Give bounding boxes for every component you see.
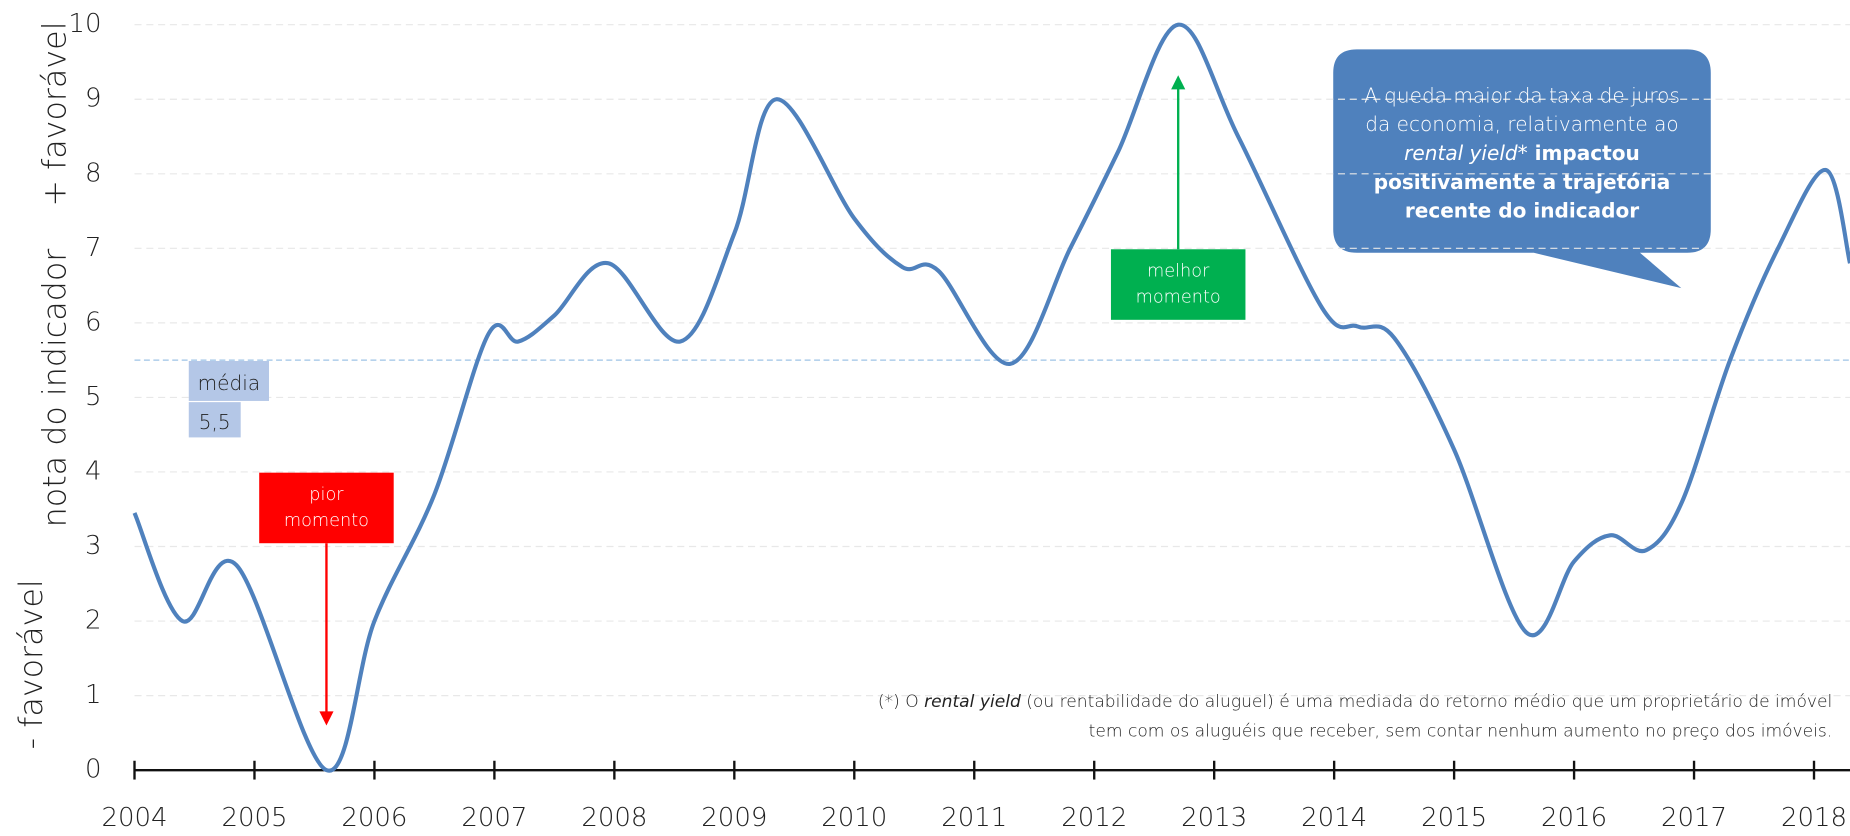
y-tick-label: 2 — [85, 606, 102, 636]
worst-arrowhead — [319, 711, 334, 726]
footnote: tem com os aluguéis que receber, sem con… — [1089, 721, 1833, 741]
x-tick-label: 2006 — [341, 803, 407, 833]
worst-label: pior — [309, 485, 344, 505]
callout-segment: impactou — [1528, 141, 1640, 165]
y-tick-label: 3 — [85, 531, 102, 561]
y-top-label: + favorável — [37, 21, 74, 206]
callout-text: A queda maior da taxa de juros — [1364, 83, 1680, 107]
x-tick-label: 2008 — [581, 803, 647, 833]
x-tick-label: 2011 — [941, 803, 1007, 833]
worst-label: momento — [284, 511, 369, 531]
callout-text: positivamente a trajetória — [1374, 169, 1671, 193]
x-tick-label: 2005 — [221, 803, 287, 833]
callout-segment: positivamente a trajetória — [1374, 169, 1671, 193]
best-label: melhor — [1147, 262, 1210, 282]
y-tick-label: 5 — [85, 382, 102, 412]
worst-box — [259, 472, 394, 544]
footnote-segment: tem com os aluguéis que receber, sem con… — [1089, 721, 1833, 741]
data-line — [132, 22, 1850, 773]
x-tick-label: 2012 — [1061, 803, 1127, 833]
average-label: média — [198, 371, 260, 395]
footnote-segment: (*) O — [878, 692, 924, 712]
callout-text: rental yield* impactou — [1404, 141, 1640, 165]
y-tick-label: 10 — [68, 9, 101, 39]
footnote: (*) O rental yield (ou rentabilidade do … — [878, 692, 1832, 712]
callout-text: recente do indicador — [1405, 198, 1639, 222]
x-tick-label: 2017 — [1661, 803, 1727, 833]
y-tick-label: 8 — [85, 158, 102, 188]
average-label-box — [188, 360, 270, 401]
x-tick-label: 2010 — [821, 803, 887, 833]
x-tick-label: 2015 — [1421, 803, 1487, 833]
average-value-box — [188, 402, 241, 438]
y-tick-label: 6 — [85, 307, 102, 337]
callout-segment: recente do indicador — [1405, 198, 1639, 222]
x-tick-label: 2013 — [1181, 803, 1247, 833]
best-arrowhead — [1171, 75, 1186, 90]
x-tick-label: 2016 — [1541, 803, 1607, 833]
x-tick-label: 2009 — [701, 803, 767, 833]
y-tick-label: 0 — [85, 755, 102, 785]
y-tick-label: 4 — [85, 456, 102, 486]
y-axis-label: nota do indicador — [37, 248, 74, 528]
footnote-segment: (ou rentabilidade do aluguel) é uma medi… — [1021, 692, 1832, 712]
y-tick-label: 9 — [85, 84, 102, 114]
best-label: momento — [1136, 287, 1221, 307]
callout-segment: A queda maior da taxa de juros — [1364, 83, 1680, 107]
best-box — [1110, 249, 1246, 320]
average-value: 5,5 — [199, 410, 231, 434]
callout-text: da economia, relativamente ao — [1365, 112, 1678, 136]
callout-segment: da economia, relativamente ao — [1365, 112, 1678, 136]
callout-box — [1333, 49, 1711, 289]
x-tick-label: 2018 — [1781, 803, 1847, 833]
y-bottom-label: - favorável — [13, 579, 50, 749]
x-tick-label: 2014 — [1301, 803, 1367, 833]
callout-segment: rental yield* — [1404, 141, 1527, 165]
y-tick-label: 1 — [85, 680, 102, 710]
y-tick-label: 7 — [85, 233, 102, 263]
footnote-segment: rental yield — [924, 692, 1021, 712]
x-tick-label: 2007 — [461, 803, 527, 833]
x-tick-label: 2004 — [101, 803, 167, 833]
